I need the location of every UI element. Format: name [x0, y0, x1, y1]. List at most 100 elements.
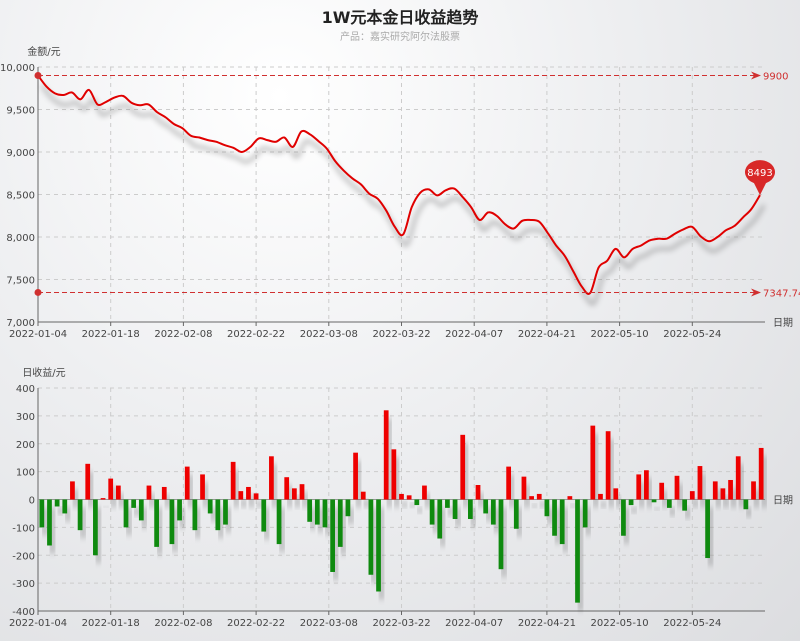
y-tick-label: 100 — [16, 468, 35, 479]
x-tick-label: 2022-02-22 — [227, 329, 285, 340]
end-value-label: 8493 — [747, 168, 772, 179]
bar-shadow — [409, 503, 415, 508]
bar-positive — [108, 478, 114, 500]
bar-shadow — [425, 493, 430, 508]
bar-negative — [559, 499, 565, 545]
bar-shadow — [555, 507, 560, 544]
bar-positive — [697, 466, 703, 500]
x-tick-label: 2022-02-08 — [154, 329, 212, 340]
bar-shadow — [203, 482, 208, 508]
bar-positive — [184, 466, 190, 500]
x-tick-label: 2022-03-22 — [372, 329, 430, 340]
bar-positive — [200, 474, 205, 500]
y-tick-label: 7,000 — [6, 318, 35, 329]
x-tick-label: 2022-01-04 — [9, 329, 67, 340]
bar-shadow — [593, 433, 599, 508]
bar-shadow — [279, 507, 285, 553]
bar-shadow — [348, 507, 354, 525]
mark-line-start — [34, 288, 42, 296]
bar-shadow — [715, 489, 721, 508]
bar-shadow — [647, 478, 652, 508]
mark-line-start — [34, 72, 42, 79]
bar-negative — [54, 499, 60, 507]
bar-shadow — [256, 501, 262, 508]
bar-positive — [146, 485, 152, 500]
y-tick-label: 9,000 — [6, 148, 35, 159]
bar-shadow — [50, 507, 55, 554]
y-tick-label: -200 — [12, 551, 35, 562]
bar-shadow — [180, 507, 185, 529]
bar-negative — [77, 499, 83, 531]
bar-shadow — [310, 507, 316, 530]
x-tick-label: 2022-05-24 — [663, 618, 721, 629]
bar-shadow — [80, 507, 86, 539]
bar-shadow — [264, 507, 270, 540]
bar-shadow — [585, 507, 591, 536]
bar-positive — [567, 496, 573, 500]
y-tick-label: 10,000 — [0, 63, 35, 74]
bar-shadow — [164, 494, 170, 508]
bar-negative — [490, 499, 496, 525]
end-value-pin — [745, 160, 776, 196]
bar-shadow — [141, 507, 147, 529]
bar-negative — [582, 499, 588, 528]
bar-positive — [383, 410, 389, 500]
x-tick-label: 2022-02-08 — [154, 618, 212, 629]
bar-negative — [192, 499, 198, 531]
bar-positive — [598, 493, 603, 500]
x-tick-label: 2022-02-22 — [227, 618, 285, 629]
bar-negative — [651, 499, 657, 503]
bar-shadow — [356, 460, 361, 508]
bar-negative — [138, 499, 144, 521]
bar-shadow — [294, 496, 300, 508]
bar-shadow — [524, 484, 530, 508]
bar-negative — [62, 499, 68, 514]
bar-positive — [689, 491, 695, 500]
bar-positive — [529, 496, 534, 500]
bar-shadow — [509, 474, 515, 508]
bar-shadow — [195, 507, 201, 539]
bar-shadow — [287, 485, 293, 508]
bar-shadow — [432, 507, 438, 533]
bar-shadow — [363, 499, 369, 508]
bar-negative — [314, 499, 320, 525]
bar-negative — [47, 499, 52, 546]
bar-positive — [613, 488, 619, 500]
chart-title: 1W元本金日收益趋势 — [321, 8, 479, 27]
mark-line-label: 9900 — [763, 72, 788, 83]
bar-positive — [399, 493, 404, 500]
bar-shadow — [463, 442, 469, 508]
bar-negative — [261, 499, 267, 532]
x-tick-label: 2022-05-10 — [591, 329, 649, 340]
bar-negative — [468, 499, 473, 520]
bar-shadow — [562, 507, 568, 553]
bar-shadow — [539, 501, 545, 508]
y-axis-title: 日收益/元 — [22, 366, 65, 379]
bar-shadow — [754, 489, 759, 508]
bar-positive — [605, 431, 611, 500]
bar-positive — [291, 488, 297, 500]
bar-negative — [552, 499, 557, 536]
bar-shadow — [149, 493, 155, 508]
y-tick-label: 400 — [16, 384, 35, 395]
y-axis-title: 金额/元 — [27, 45, 60, 58]
bar-positive — [115, 485, 121, 500]
bar-shadow — [738, 464, 744, 508]
bar-shadow — [226, 507, 231, 533]
bar-shadow — [302, 492, 308, 508]
bar-shadow — [187, 474, 193, 508]
bar-positive — [712, 481, 718, 500]
x-tick-label: 2022-03-22 — [372, 618, 430, 629]
bar-negative — [544, 499, 550, 517]
bar-positive — [659, 482, 665, 500]
line-shadow — [40, 84, 766, 306]
bar-negative — [743, 499, 749, 510]
y-tick-label: -300 — [12, 579, 35, 590]
bar-shadow — [631, 507, 637, 514]
bar-negative — [154, 499, 159, 547]
y-tick-label: 200 — [16, 440, 35, 451]
bar-negative — [93, 499, 98, 556]
bar-positive — [299, 484, 305, 500]
